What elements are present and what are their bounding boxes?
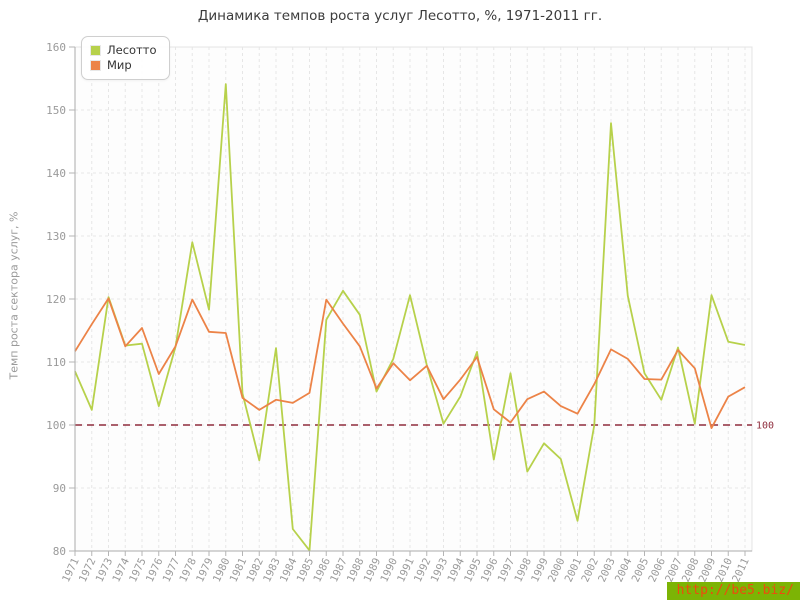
legend: Лесотто Мир xyxy=(81,36,170,80)
y-tick-label: 140 xyxy=(46,167,66,180)
watermark-link[interactable]: http://be5.biz/ xyxy=(666,582,800,600)
y-tick-label: 120 xyxy=(46,293,66,306)
legend-label-mir: Мир xyxy=(107,58,132,72)
y-tick-label: 130 xyxy=(46,230,66,243)
x-tick-label: 2011 xyxy=(730,556,752,584)
y-tick-label: 160 xyxy=(46,41,66,54)
legend-label-lesotto: Лесотто xyxy=(107,43,157,57)
y-tick-label: 150 xyxy=(46,104,66,117)
y-tick-label: 110 xyxy=(46,356,66,369)
y-tick-label: 90 xyxy=(53,482,66,495)
y-tick-label: 100 xyxy=(46,419,66,432)
chart-title: Динамика темпов роста услуг Лесотто, %, … xyxy=(197,8,603,24)
reference-line-label: 100 xyxy=(756,421,774,432)
series-line-lesotto xyxy=(74,83,746,552)
y-axis-label: Темп роста сектора услуг, % xyxy=(7,211,21,380)
legend-item-lesotto: Лесотто xyxy=(90,44,157,57)
legend-item-mir: Мир xyxy=(90,59,157,72)
mir-series-swatch-icon xyxy=(90,60,101,71)
series-line-mir xyxy=(74,297,746,430)
lesotto-series-swatch-icon xyxy=(90,45,101,56)
y-tick-label: 80 xyxy=(53,545,66,558)
